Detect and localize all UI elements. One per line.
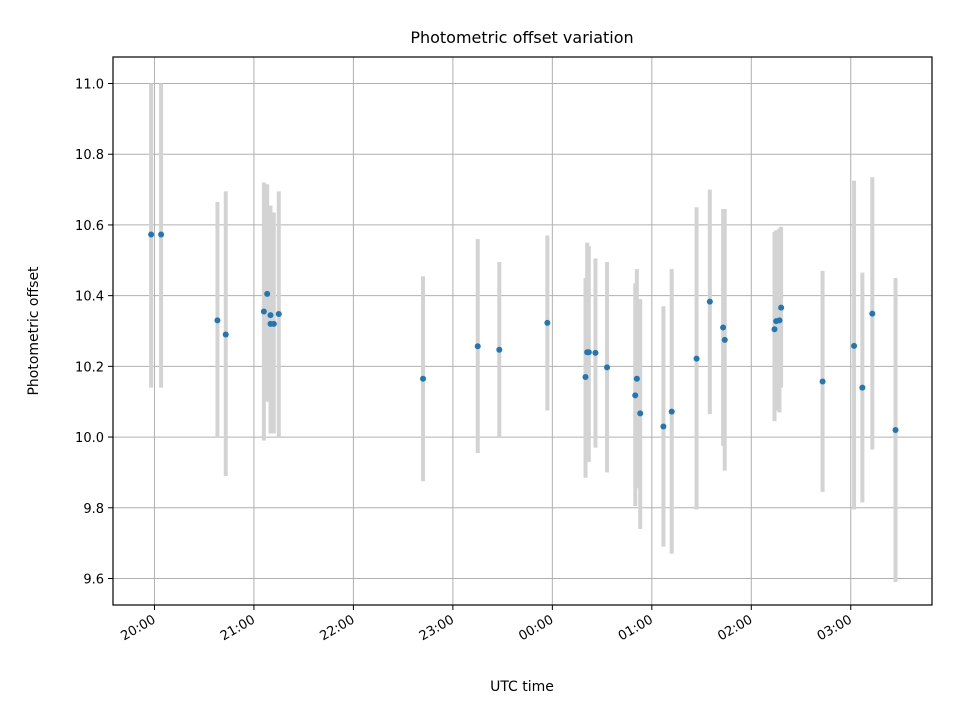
data-point: [267, 312, 274, 319]
data-point: [859, 384, 866, 391]
data-point: [214, 317, 221, 324]
y-tick-label: 11.0: [75, 78, 104, 93]
x-axis-label: UTC time: [490, 679, 554, 695]
x-tick-label: 00:00: [516, 612, 556, 644]
data-point: [632, 392, 639, 399]
plot-frame: [112, 56, 933, 606]
data-point: [706, 298, 713, 305]
data-point: [270, 320, 277, 327]
data-point: [604, 364, 611, 371]
data-point: [693, 355, 700, 362]
data-point: [720, 324, 727, 331]
data-point: [892, 426, 899, 433]
y-tick-label: 10.2: [75, 360, 104, 375]
data-point: [264, 290, 271, 297]
x-tick-label: 21:00: [218, 612, 258, 644]
error-bars: [149, 83, 898, 583]
x-tick-label: 02:00: [715, 612, 755, 644]
data-point: [668, 408, 675, 415]
data-point: [851, 342, 858, 349]
y-tick-label: 10.6: [75, 219, 104, 234]
data-point: [592, 349, 599, 356]
data-point: [869, 310, 876, 317]
x-tick-label: 01:00: [616, 612, 656, 644]
y-axis-label: Photometric offset: [26, 266, 42, 396]
data-point: [260, 308, 267, 315]
data-point: [778, 304, 785, 311]
data-point: [420, 375, 427, 382]
x-axis-ticks: 20:00 21:00 22:00 23:00 00:00 01:00 02:00 03:00: [118, 605, 855, 644]
data-point: [633, 375, 640, 382]
grid-lines: [113, 57, 932, 605]
x-tick-label: 03:00: [815, 612, 855, 644]
y-tick-label: 10.4: [75, 290, 104, 305]
data-point: [776, 317, 783, 324]
y-tick-label: 10.0: [75, 431, 104, 446]
data-point: [474, 343, 481, 350]
data-point: [721, 336, 728, 343]
data-point: [222, 331, 229, 338]
x-tick-label: 23:00: [417, 612, 457, 644]
data-point: [660, 423, 667, 430]
y-tick-label: 9.6: [83, 572, 104, 587]
data-point: [148, 231, 155, 238]
data-point: [544, 319, 551, 326]
y-tick-label: 9.8: [83, 502, 104, 517]
data-point: [771, 326, 778, 333]
y-tick-label: 10.8: [75, 148, 104, 163]
x-tick-label: 22:00: [317, 612, 357, 644]
data-point: [275, 311, 282, 318]
data-point: [819, 378, 826, 385]
x-tick-label: 20:00: [118, 612, 158, 644]
chart-title: Photometric offset variation: [410, 28, 633, 47]
y-axis-ticks: 9.6 9.8 10.0 10.2 10.4 10.6 10.8 11.0: [75, 78, 113, 587]
data-point: [582, 373, 589, 380]
data-point: [158, 231, 165, 238]
data-point: [637, 410, 644, 417]
data-point: [496, 346, 503, 353]
data-points: [148, 231, 899, 433]
data-point: [585, 349, 592, 356]
